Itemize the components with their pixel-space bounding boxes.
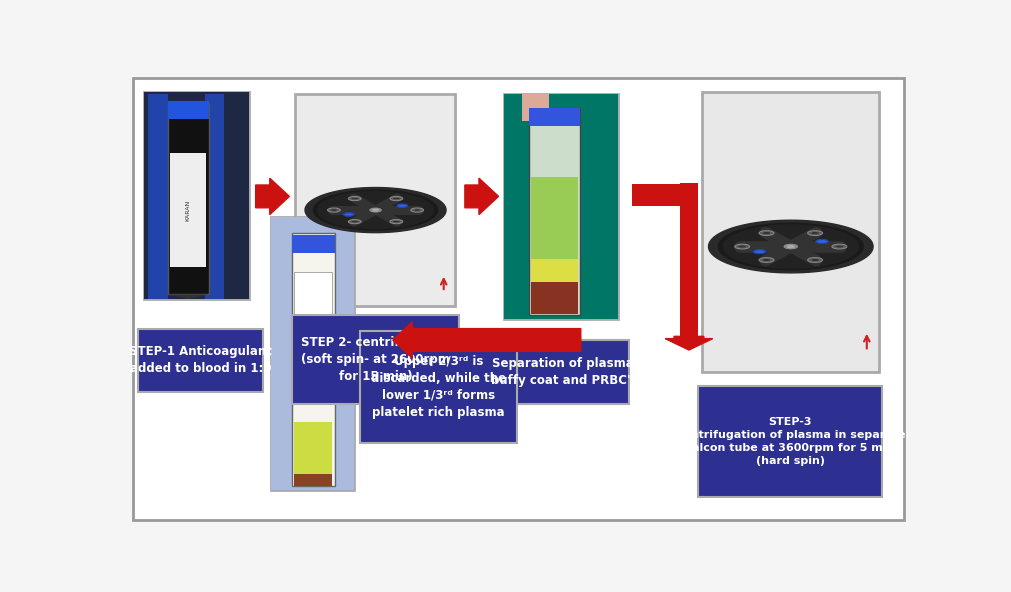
- Ellipse shape: [762, 231, 771, 234]
- Ellipse shape: [816, 240, 828, 243]
- Polygon shape: [373, 209, 378, 211]
- Ellipse shape: [832, 244, 847, 249]
- FancyArrow shape: [392, 322, 580, 358]
- Polygon shape: [788, 246, 794, 247]
- Ellipse shape: [735, 244, 749, 249]
- Bar: [295, 94, 455, 306]
- Bar: [679, 183, 699, 337]
- Bar: [139, 329, 264, 392]
- Ellipse shape: [811, 231, 820, 234]
- Bar: [360, 331, 517, 443]
- Bar: [292, 235, 335, 253]
- Bar: [531, 177, 578, 314]
- Ellipse shape: [413, 209, 421, 211]
- Ellipse shape: [808, 258, 823, 262]
- Ellipse shape: [330, 209, 338, 211]
- Bar: [529, 108, 580, 126]
- Polygon shape: [370, 208, 381, 212]
- Ellipse shape: [390, 220, 402, 224]
- Ellipse shape: [351, 197, 359, 200]
- Ellipse shape: [835, 245, 844, 248]
- Bar: [504, 94, 618, 320]
- Polygon shape: [313, 190, 438, 230]
- Bar: [144, 92, 250, 299]
- Bar: [500, 340, 630, 404]
- Bar: [292, 315, 459, 404]
- Text: STEP 2- centrifugation
(soft spin- at 2600rpm
for 15 min): STEP 2- centrifugation (soft spin- at 26…: [301, 336, 450, 383]
- Ellipse shape: [808, 231, 823, 236]
- Ellipse shape: [410, 208, 424, 212]
- Bar: [531, 259, 578, 314]
- Bar: [294, 474, 332, 486]
- Polygon shape: [317, 192, 434, 229]
- Ellipse shape: [328, 208, 341, 212]
- Bar: [294, 272, 332, 372]
- Polygon shape: [785, 244, 798, 249]
- Bar: [632, 184, 699, 205]
- Bar: [149, 94, 168, 299]
- Ellipse shape: [759, 231, 774, 236]
- Bar: [703, 92, 879, 372]
- Ellipse shape: [397, 204, 407, 207]
- Bar: [271, 217, 354, 490]
- Ellipse shape: [392, 197, 400, 200]
- Polygon shape: [723, 225, 858, 268]
- Ellipse shape: [390, 197, 402, 201]
- Bar: [271, 217, 354, 490]
- FancyArrow shape: [465, 178, 498, 215]
- Ellipse shape: [349, 220, 361, 224]
- Ellipse shape: [392, 220, 400, 223]
- Bar: [168, 103, 208, 294]
- Bar: [529, 108, 580, 315]
- Text: KARAN: KARAN: [186, 200, 191, 221]
- Bar: [522, 94, 550, 121]
- Text: Upper 2/3ʳᵈ is
discarded, while the
lower 1/3ʳᵈ forms
platelet rich plasma: Upper 2/3ʳᵈ is discarded, while the lowe…: [371, 355, 506, 419]
- Ellipse shape: [351, 220, 359, 223]
- Polygon shape: [709, 220, 874, 273]
- Bar: [531, 282, 578, 314]
- Text: STEP-1 Anticoagulant
added to blood in 1:9: STEP-1 Anticoagulant added to blood in 1…: [129, 346, 272, 375]
- Text: STEP-3
Centrifugation of plasma in separate
falcon tube at 3600rpm for 5 min
(ha: STEP-3 Centrifugation of plasma in separ…: [675, 417, 906, 466]
- Bar: [168, 101, 208, 119]
- Polygon shape: [168, 294, 208, 299]
- Polygon shape: [719, 223, 863, 270]
- Bar: [699, 385, 883, 497]
- Ellipse shape: [344, 213, 354, 216]
- FancyArrow shape: [665, 336, 713, 350]
- FancyArrow shape: [256, 178, 289, 215]
- Bar: [144, 92, 250, 299]
- Ellipse shape: [753, 250, 765, 253]
- Ellipse shape: [738, 245, 747, 248]
- Bar: [204, 94, 224, 299]
- Bar: [294, 422, 332, 486]
- Ellipse shape: [349, 197, 361, 201]
- Ellipse shape: [811, 259, 820, 262]
- Text: Separation of plasma,
buffy coat and PRBC's: Separation of plasma, buffy coat and PRB…: [491, 357, 638, 387]
- Ellipse shape: [759, 258, 774, 262]
- Ellipse shape: [762, 259, 771, 262]
- Bar: [170, 153, 206, 267]
- Bar: [504, 94, 618, 320]
- Polygon shape: [305, 188, 446, 233]
- Bar: [292, 233, 335, 486]
